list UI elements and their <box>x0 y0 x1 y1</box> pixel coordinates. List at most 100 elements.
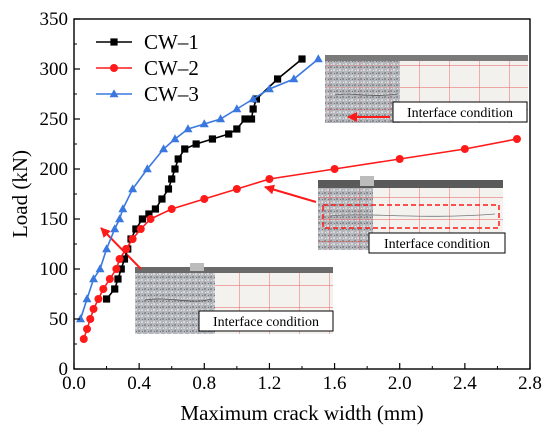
data-point <box>128 235 137 243</box>
y-tick-label: 100 <box>40 259 69 280</box>
data-point <box>208 135 217 143</box>
y-tick-label: 50 <box>49 309 68 330</box>
data-point <box>89 274 99 283</box>
data-point <box>115 255 124 263</box>
y-tick-label: 250 <box>40 109 69 130</box>
series-2 <box>79 135 521 343</box>
data-point <box>120 255 129 263</box>
data-point <box>105 275 114 283</box>
x-tick-label: 1.2 <box>258 373 282 394</box>
x-tick-label: 2.8 <box>518 373 542 394</box>
x-tick-label: 2.4 <box>453 373 477 394</box>
arrow-to-cw2 <box>264 184 317 203</box>
data-point <box>264 84 274 93</box>
data-point <box>248 94 258 103</box>
data-point <box>289 74 299 83</box>
x-axis-title: Maximum crack width (mm) <box>180 401 423 425</box>
series-1 <box>102 55 306 303</box>
data-point <box>83 325 92 333</box>
data-point <box>225 130 233 138</box>
data-point <box>159 144 169 153</box>
data-point <box>216 114 226 123</box>
annotation-label: Interface condition <box>213 315 319 330</box>
y-tick-label: 0 <box>59 359 69 380</box>
data-point <box>111 285 119 293</box>
data-point <box>158 195 166 203</box>
annotation-bottom: Interface condition <box>198 310 334 332</box>
data-point <box>192 140 200 148</box>
data-point <box>118 204 128 213</box>
annotation-label: Interface condition <box>384 237 490 252</box>
data-point <box>82 294 92 303</box>
y-tick-label: 350 <box>40 9 69 30</box>
data-point <box>249 105 257 113</box>
legend-marker <box>109 89 119 98</box>
data-point <box>174 155 182 163</box>
data-point <box>76 314 86 323</box>
data-point <box>168 175 176 183</box>
data-point <box>117 265 125 273</box>
data-point <box>181 145 189 153</box>
data-point <box>89 305 98 313</box>
data-point <box>167 205 176 213</box>
data-point <box>128 184 138 193</box>
arrow-to-cw3 <box>100 227 142 270</box>
legend-label: CW–2 <box>144 56 199 80</box>
data-point <box>79 335 88 343</box>
x-tick-label: 0.0 <box>62 373 86 394</box>
data-point <box>298 55 306 63</box>
data-point <box>122 245 131 253</box>
data-point <box>145 210 153 218</box>
data-point <box>146 215 155 223</box>
y-tick-label: 150 <box>40 209 69 230</box>
data-point <box>142 164 152 173</box>
data-point <box>233 125 241 133</box>
data-point <box>232 104 242 113</box>
data-point <box>94 295 103 303</box>
annotation-top-right: Interface condition <box>392 101 528 123</box>
data-point <box>164 185 173 193</box>
annotation-middle-right: Interface condition <box>368 232 506 254</box>
data-point <box>313 54 323 63</box>
data-point <box>171 165 179 173</box>
legend-label: CW–1 <box>144 30 199 54</box>
annotation-label: Interface condition <box>407 106 513 121</box>
tick-layer: 0.0 0.4 0.8 1.2 1.6 2.0 2.4 2.8 0 50 100 150 200 250 3… <box>40 9 542 394</box>
data-point <box>232 185 241 193</box>
legend-marker <box>110 64 118 72</box>
data-point <box>252 95 260 103</box>
series-3 <box>76 54 323 323</box>
legend: CW–1CW–2CW–3 <box>96 30 199 106</box>
data-point <box>247 115 256 123</box>
data-point <box>330 165 339 173</box>
data-point <box>138 215 146 223</box>
data-point <box>170 134 180 143</box>
data-point <box>273 75 282 83</box>
x-tick-label: 1.6 <box>323 373 347 394</box>
data-point <box>241 115 249 123</box>
data-point <box>512 135 521 143</box>
data-point <box>151 205 160 213</box>
data-point <box>183 124 193 133</box>
series-layer <box>76 54 521 343</box>
data-point <box>132 225 140 233</box>
data-point <box>460 145 469 153</box>
data-point <box>395 155 404 163</box>
legend-marker <box>110 38 118 46</box>
data-point <box>114 275 122 283</box>
y-axis-title: Load (kN) <box>8 150 32 238</box>
x-tick-label: 2.0 <box>388 373 412 394</box>
data-point <box>115 214 125 223</box>
legend-label: CW–3 <box>144 82 199 106</box>
data-point <box>102 295 111 303</box>
x-tick-label: 0.4 <box>127 373 151 394</box>
y-tick-label: 200 <box>40 159 69 180</box>
data-point <box>102 244 112 253</box>
data-point <box>99 285 108 293</box>
data-point <box>112 265 121 273</box>
data-point <box>95 264 105 273</box>
data-point <box>200 195 209 203</box>
x-tick-label: 0.8 <box>192 373 216 394</box>
data-point <box>110 224 120 233</box>
